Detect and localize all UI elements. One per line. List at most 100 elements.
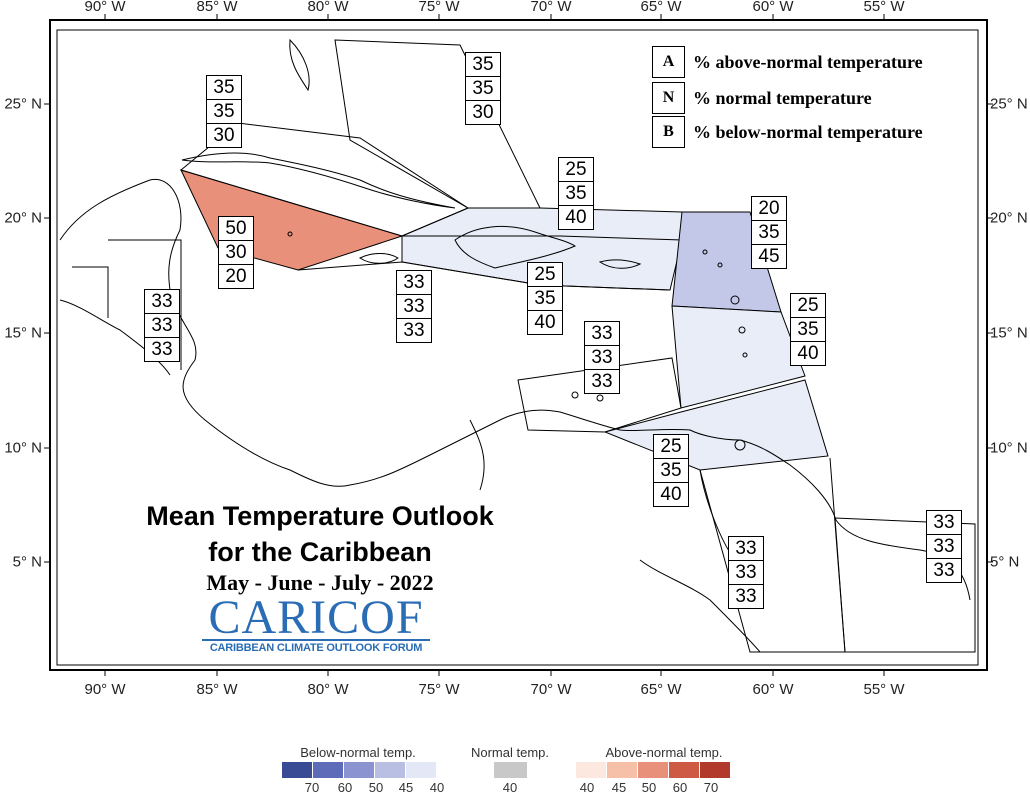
prob-below: 45 (752, 244, 786, 268)
prob-above: 50 (225, 218, 247, 239)
prob-above: 25 (797, 295, 819, 316)
prob-above: 35 (472, 54, 494, 75)
key-row-above: A % above-normal temperature (652, 46, 923, 78)
colorbar-above-swatch-0 (576, 762, 606, 778)
prob-below: 40 (528, 310, 562, 334)
lat-label-left-25n: 25° N (4, 95, 42, 113)
prob-normal: 35 (654, 458, 688, 482)
colorbar-below-swatch-3 (375, 762, 405, 778)
lon-label-top-90w: 90° W (84, 0, 126, 15)
prob-normal: 33 (729, 560, 763, 584)
prob-below: 33 (145, 337, 179, 361)
key-letter-n: N (652, 82, 685, 114)
colorbar-above-swatch-1 (607, 762, 637, 778)
prob-normal: 33 (585, 345, 619, 369)
lon-label-top-80w: 80° W (307, 0, 349, 15)
prob-above: 33 (591, 323, 613, 344)
prob-above: 25 (534, 264, 556, 285)
prob-box-leeward-islands: 20 35 45 (751, 196, 787, 269)
prob-below: 30 (466, 100, 500, 124)
lon-label-bottom-90w: 90° W (84, 681, 126, 698)
lat-label-left-5n: 5° N (12, 553, 42, 571)
logo-subtitle: CARIBBEAN CLIMATE OUTLOOK FORUM (209, 642, 423, 654)
lon-label-bottom-85w: 85° W (196, 681, 238, 698)
colorbar-below-swatch-0 (282, 762, 312, 778)
lon-label-bottom-75w: 75° W (418, 681, 460, 698)
prob-above: 33 (735, 538, 757, 559)
logo-underline (202, 639, 430, 641)
prob-above: 25 (660, 436, 682, 457)
lon-label-top-85w: 85° W (196, 0, 238, 15)
colorbar-above-tick: 60 (672, 780, 688, 795)
prob-normal: 35 (791, 317, 825, 341)
lon-label-top-75w: 75° W (418, 0, 460, 15)
prob-box-guyana: 33 33 33 (728, 536, 764, 609)
prob-normal: 33 (397, 294, 431, 318)
colorbar-normal-title: Normal temp. (470, 745, 550, 760)
prob-below: 33 (927, 558, 961, 582)
lat-label-left-15n: 15° N (4, 324, 42, 342)
zone-windward-fill (671, 305, 806, 409)
colorbar-above-swatch-2 (638, 762, 668, 778)
prob-box-belize: 33 33 33 (144, 289, 180, 362)
key-letter-b: B (652, 116, 685, 148)
lat-label-right-20n: 20° N (990, 209, 1028, 227)
colorbar-above-tick: 40 (579, 780, 595, 795)
lon-label-bottom-65w: 65° W (640, 681, 682, 698)
lat-label-right-5n: 5° N (990, 553, 1020, 571)
prob-above: 33 (403, 272, 425, 293)
lon-label-bottom-70w: 70° W (530, 681, 572, 698)
prob-box-cuba: 35 35 30 (206, 75, 242, 148)
prob-below: 40 (654, 482, 688, 506)
colorbar-below-tick: 45 (398, 780, 414, 795)
lon-label-top-65w: 65° W (640, 0, 682, 15)
prob-box-bahamas: 35 35 30 (465, 52, 501, 125)
colorbar-above-tick: 70 (703, 780, 719, 795)
lat-label-left-10n: 10° N (4, 439, 42, 457)
key-letter-a: A (652, 46, 685, 78)
map-title-line2: for the Caribbean (208, 537, 432, 567)
key-text-normal: % normal temperature (693, 87, 872, 108)
colorbar-below-swatch-4 (406, 762, 436, 778)
prob-below: 40 (791, 341, 825, 365)
colorbar-above-tick: 50 (641, 780, 657, 795)
colorbar-below-tick: 60 (337, 780, 353, 795)
prob-normal: 35 (466, 76, 500, 100)
colorbar-above-tick: 45 (611, 780, 627, 795)
prob-box-turks-caicos: 25 35 40 (558, 157, 594, 230)
prob-box-cayman: 50 30 20 (218, 216, 254, 289)
prob-below: 33 (397, 318, 431, 342)
prob-below: 30 (207, 123, 241, 147)
prob-normal: 33 (145, 313, 179, 337)
prob-box-suriname: 33 33 33 (926, 510, 962, 583)
coastlines (59, 38, 971, 653)
prob-above: 35 (213, 77, 235, 98)
prob-normal: 30 (219, 240, 253, 264)
prob-box-trinidad: 25 35 40 (653, 434, 689, 507)
prob-normal: 35 (528, 286, 562, 310)
prob-normal: 35 (752, 220, 786, 244)
prob-below: 33 (729, 584, 763, 608)
caricof-logo: CARICOF CARIBBEAN CLIMATE OUTLOOK FORUM (200, 591, 432, 658)
prob-box-abc-islands: 33 33 33 (584, 321, 620, 394)
prob-above: 33 (933, 512, 955, 533)
prob-normal: 35 (559, 181, 593, 205)
key-row-below: B % below-normal temperature (652, 116, 923, 148)
prob-box-jamaica: 33 33 33 (396, 270, 432, 343)
prob-below: 40 (559, 205, 593, 229)
prob-below: 20 (219, 264, 253, 288)
lat-label-right-25n: 25° N (990, 95, 1028, 113)
logo-wordmark: CARICOF (208, 591, 424, 644)
lon-label-bottom-55w: 55° W (863, 681, 905, 698)
lon-label-top-55w: 55° W (863, 0, 905, 15)
axis-ticks (44, 14, 993, 676)
prob-above: 33 (151, 291, 173, 312)
lon-label-bottom-60w: 60° W (752, 681, 794, 698)
colorbar-below-tick: 50 (368, 780, 384, 795)
lon-label-top-60w: 60° W (752, 0, 794, 15)
lon-label-bottom-80w: 80° W (307, 681, 349, 698)
prob-box-windward-islands: 25 35 40 (790, 293, 826, 366)
colorbar-below-tick: 70 (304, 780, 320, 795)
prob-below: 33 (585, 369, 619, 393)
colorbar-above-swatch-3 (669, 762, 699, 778)
